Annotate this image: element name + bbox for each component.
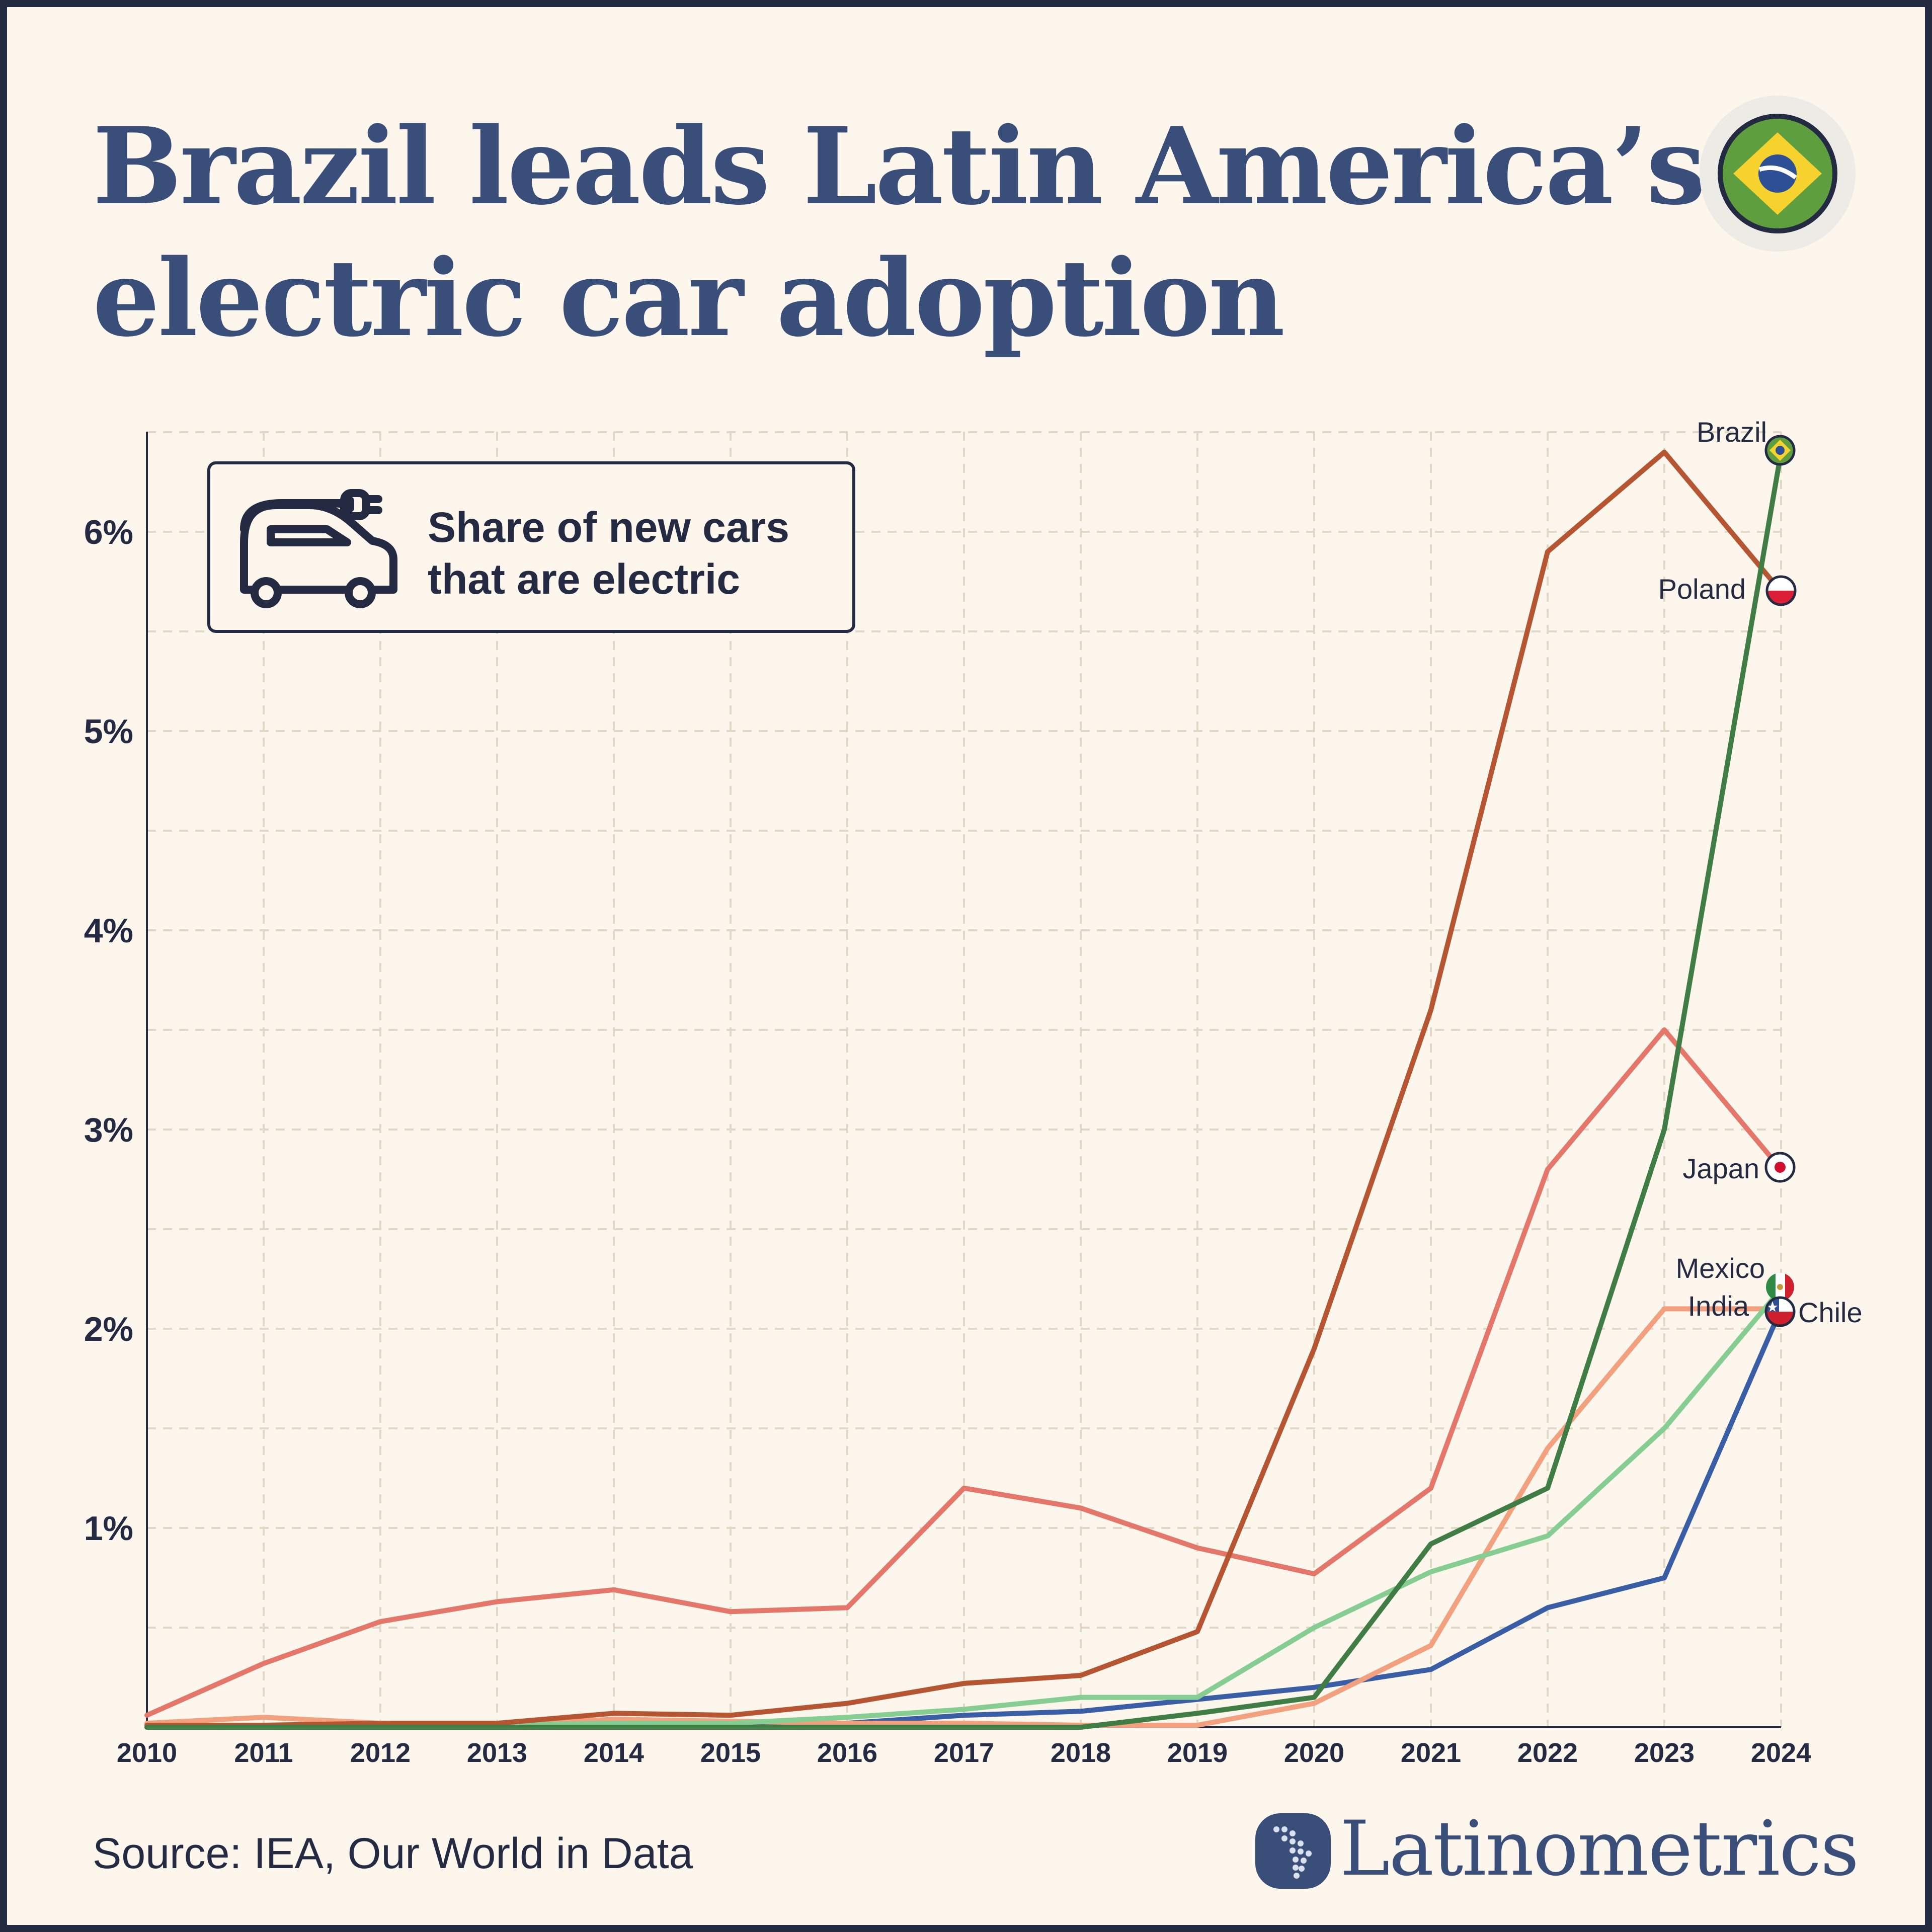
end-label-chile: Chile <box>1798 1297 1863 1328</box>
chart-grid <box>147 431 1782 1727</box>
x-tick-label: 2014 <box>584 1738 644 1768</box>
x-tick-label: 2015 <box>700 1738 761 1768</box>
y-axis-ticks: 1% 2% 3% 4% 5% 6% <box>84 513 133 1548</box>
x-tick-label: 2022 <box>1517 1738 1578 1768</box>
series-line-poland <box>144 449 1784 1728</box>
x-axis-ticks: 2010 2011 2012 2013 2014 2015 2016 2017 2018 2019… <box>117 1738 1811 1768</box>
legend-line-2: that are electric <box>428 555 740 603</box>
x-tick-label: 2020 <box>1284 1738 1344 1768</box>
y-tick-label: 1% <box>84 1509 133 1548</box>
end-label-brazil: Brazil <box>1697 416 1767 448</box>
end-label-india: India <box>1688 1290 1749 1322</box>
x-tick-label: 2013 <box>467 1738 527 1768</box>
end-label-poland: Poland <box>1658 573 1746 605</box>
x-tick-label: 2019 <box>1167 1738 1228 1768</box>
x-tick-label: 2011 <box>234 1738 293 1768</box>
legend-line-1: Share of new cars <box>428 504 789 551</box>
end-label-japan: Japan <box>1682 1153 1759 1184</box>
page-title: Brazil leads Latin America’s electric ca… <box>93 101 1706 364</box>
y-tick-label: 3% <box>84 1111 133 1149</box>
brand-name: Latinometrics <box>1340 1805 1859 1893</box>
mexico-flag-icon <box>1766 1273 1794 1301</box>
brazil-flag-icon <box>1764 435 1796 466</box>
y-tick-label: 2% <box>84 1310 133 1348</box>
title-line-2: electric car adoption <box>93 236 1285 360</box>
y-tick-label: 4% <box>84 912 133 950</box>
brand-logo: Latinometrics <box>1255 1806 1859 1892</box>
legend-box: Share of new cars that are electric <box>207 461 855 633</box>
source-note: Source: IEA, Our World in Data <box>93 1829 693 1878</box>
brazil-flag-icon <box>1700 96 1856 252</box>
end-flag-icons <box>1764 435 1797 1327</box>
chile-flag-icon <box>1764 1296 1796 1327</box>
series-line-japan <box>144 1027 1784 1718</box>
latinometrics-map-icon <box>1255 1813 1331 1889</box>
x-tick-label: 2017 <box>934 1738 994 1768</box>
electric-car-plug-icon <box>240 489 397 608</box>
x-tick-label: 2016 <box>817 1738 877 1768</box>
series-line-brazil <box>144 449 1784 1730</box>
title-line-1: Brazil leads Latin America’s <box>93 104 1706 228</box>
x-tick-label: 2024 <box>1751 1738 1811 1768</box>
japan-flag-icon <box>1764 1152 1796 1183</box>
x-tick-label: 2018 <box>1051 1738 1111 1768</box>
end-labels: Brazil Poland Japan Mexico India Chile <box>1658 416 1863 1328</box>
x-tick-label: 2023 <box>1634 1738 1695 1768</box>
x-tick-label: 2021 <box>1401 1738 1461 1768</box>
poland-flag-icon <box>1765 575 1797 606</box>
x-tick-label: 2010 <box>117 1738 177 1768</box>
series-lines <box>144 449 1784 1730</box>
end-label-mexico: Mexico <box>1676 1252 1765 1284</box>
y-tick-label: 6% <box>84 513 133 551</box>
y-tick-label: 5% <box>84 712 133 751</box>
x-tick-label: 2012 <box>350 1738 411 1768</box>
